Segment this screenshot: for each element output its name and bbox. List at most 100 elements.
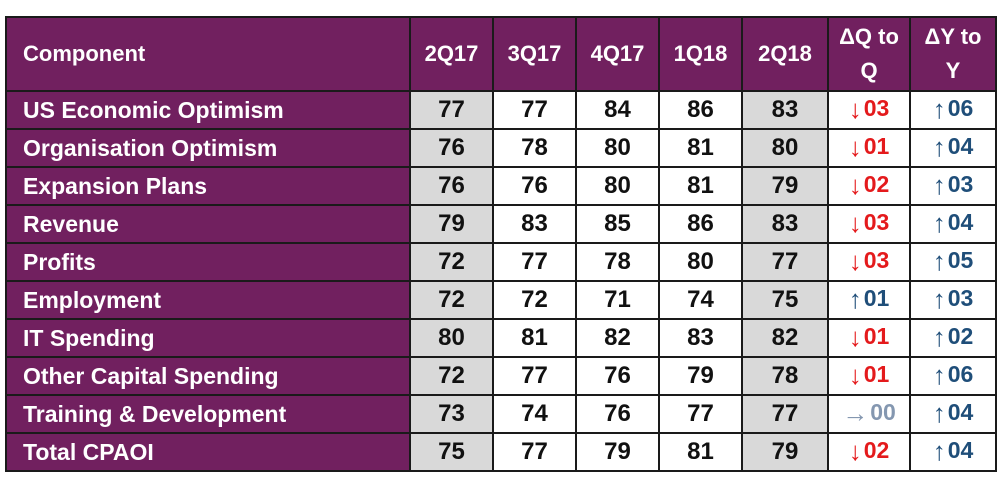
- table-body: US Economic Optimism 77 77 84 86 83 ↓ 03 ↑ 06 Orga…: [5, 90, 997, 472]
- change-value: 02: [947, 323, 974, 350]
- cell-2q17: 77: [409, 90, 494, 130]
- cell-delta-y: ↑ 05: [909, 242, 997, 282]
- header-component: Component: [5, 16, 411, 92]
- table-row: Profits 72 77 78 80 77 ↓ 03 ↑ 05: [5, 242, 997, 282]
- cell-3q17: 77: [492, 432, 577, 472]
- change-value: 06: [947, 95, 974, 122]
- cell-3q17: 76: [492, 166, 577, 206]
- cell-4q17: 76: [575, 394, 660, 434]
- red-down-arrow-icon: ↓: [848, 321, 862, 352]
- change-value: 01: [863, 361, 890, 388]
- cell-1q18: 81: [658, 128, 743, 168]
- cell-2q17: 75: [409, 432, 494, 472]
- change-value: 01: [863, 133, 890, 160]
- row-component-label: Training & Development: [5, 394, 411, 434]
- cell-delta-q: ↓ 02: [827, 166, 911, 206]
- red-down-arrow-icon: ↓: [848, 359, 862, 390]
- cell-3q17: 77: [492, 356, 577, 396]
- table-row: IT Spending 80 81 82 83 82 ↓ 01 ↑ 02: [5, 318, 997, 358]
- cell-delta-q: ↓ 02: [827, 432, 911, 472]
- cell-2q17: 72: [409, 242, 494, 282]
- cell-delta-q: ↑ 01: [827, 280, 911, 320]
- cell-delta-y: ↑ 04: [909, 128, 997, 168]
- blue-up-arrow-icon: ↑: [848, 283, 862, 314]
- blue-up-arrow-icon: ↑: [932, 435, 946, 466]
- cell-delta-y: ↑ 02: [909, 318, 997, 358]
- header-row: Component 2Q17 3Q17 4Q17 1Q18 2Q18 ΔQ to…: [5, 16, 997, 92]
- cell-4q17: 85: [575, 204, 660, 244]
- row-component-label: IT Spending: [5, 318, 411, 358]
- blue-up-arrow-icon: ↑: [932, 207, 946, 238]
- blue-up-arrow-icon: ↑: [932, 131, 946, 162]
- row-component-label: Expansion Plans: [5, 166, 411, 206]
- cell-4q17: 80: [575, 166, 660, 206]
- change-value: 01: [863, 323, 890, 350]
- cell-1q18: 77: [658, 394, 743, 434]
- row-component-label: US Economic Optimism: [5, 90, 411, 130]
- grey-right-arrow-icon: →: [842, 397, 869, 428]
- row-component-label: Employment: [5, 280, 411, 320]
- red-down-arrow-icon: ↓: [848, 169, 862, 200]
- red-down-arrow-icon: ↓: [848, 131, 862, 162]
- cell-4q17: 84: [575, 90, 660, 130]
- cell-2q18: 79: [741, 166, 829, 206]
- red-down-arrow-icon: ↓: [848, 207, 862, 238]
- cell-3q17: 78: [492, 128, 577, 168]
- cell-1q18: 86: [658, 90, 743, 130]
- row-component-label: Other Capital Spending: [5, 356, 411, 396]
- blue-up-arrow-icon: ↑: [932, 169, 946, 200]
- cell-3q17: 77: [492, 90, 577, 130]
- change-value: 03: [863, 209, 890, 236]
- row-component-label: Profits: [5, 242, 411, 282]
- cell-2q17: 80: [409, 318, 494, 358]
- cell-1q18: 80: [658, 242, 743, 282]
- table-row: Expansion Plans 76 76 80 81 79 ↓ 02 ↑ 03: [5, 166, 997, 206]
- change-value: 03: [863, 95, 890, 122]
- cpaoi-table: Component 2Q17 3Q17 4Q17 1Q18 2Q18 ΔQ to…: [5, 16, 997, 472]
- cell-delta-y: ↑ 06: [909, 356, 997, 396]
- cell-delta-y: ↑ 04: [909, 432, 997, 472]
- cell-2q17: 76: [409, 128, 494, 168]
- cell-1q18: 81: [658, 166, 743, 206]
- cell-1q18: 83: [658, 318, 743, 358]
- cell-delta-y: ↑ 04: [909, 204, 997, 244]
- change-value: 01: [863, 285, 890, 312]
- header-4q17: 4Q17: [575, 16, 660, 92]
- cell-2q17: 72: [409, 280, 494, 320]
- table-row: Training & Development 73 74 76 77 77 → 00 ↑ 04: [5, 394, 997, 434]
- table-row: Revenue 79 83 85 86 83 ↓ 03 ↑ 04: [5, 204, 997, 244]
- change-value: 04: [947, 399, 974, 426]
- change-value: 03: [863, 247, 890, 274]
- cell-1q18: 86: [658, 204, 743, 244]
- cell-delta-q: ↓ 01: [827, 356, 911, 396]
- change-value: 03: [947, 171, 974, 198]
- header-delta-q: ΔQ to Q: [827, 16, 911, 92]
- row-component-label: Organisation Optimism: [5, 128, 411, 168]
- table-row: Total CPAOI 75 77 79 81 79 ↓ 02 ↑ 04: [5, 432, 997, 472]
- cell-delta-q: ↓ 03: [827, 204, 911, 244]
- header-delta-y: ΔY to Y: [909, 16, 997, 92]
- cell-4q17: 78: [575, 242, 660, 282]
- change-value: 00: [870, 399, 896, 426]
- change-value: 04: [947, 133, 974, 160]
- cell-4q17: 80: [575, 128, 660, 168]
- cell-delta-q: ↓ 01: [827, 318, 911, 358]
- cell-2q17: 79: [409, 204, 494, 244]
- cell-4q17: 71: [575, 280, 660, 320]
- header-2q18: 2Q18: [741, 16, 829, 92]
- blue-up-arrow-icon: ↑: [932, 245, 946, 276]
- cell-3q17: 77: [492, 242, 577, 282]
- cell-1q18: 74: [658, 280, 743, 320]
- change-value: 04: [947, 437, 974, 464]
- table-row: Organisation Optimism 76 78 80 81 80 ↓ 01 ↑ 04: [5, 128, 997, 168]
- header-2q17: 2Q17: [409, 16, 494, 92]
- cell-delta-y: ↑ 03: [909, 280, 997, 320]
- change-value: 02: [863, 171, 890, 198]
- change-value: 05: [947, 247, 974, 274]
- header-1q18: 1Q18: [658, 16, 743, 92]
- blue-up-arrow-icon: ↑: [932, 359, 946, 390]
- cell-delta-y: ↑ 06: [909, 90, 997, 130]
- red-down-arrow-icon: ↓: [848, 245, 862, 276]
- change-value: 06: [947, 361, 974, 388]
- cell-3q17: 81: [492, 318, 577, 358]
